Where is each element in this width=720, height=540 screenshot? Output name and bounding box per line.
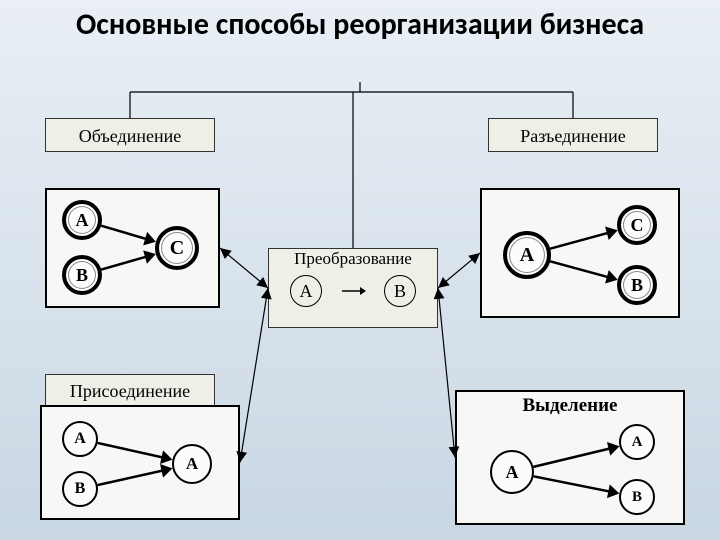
arrow-icon xyxy=(340,284,366,298)
node-b1: B xyxy=(62,471,98,507)
node-a2: A xyxy=(172,444,212,484)
node-a1: A xyxy=(619,424,655,460)
page-title: Основные способы реорганизации бизнеса xyxy=(0,8,720,43)
label-attach-text: Присоединение xyxy=(70,381,190,401)
node-c: C xyxy=(155,226,199,270)
label-split-text: Разъединение xyxy=(520,126,626,146)
label-merge-text: Объединение xyxy=(79,126,181,146)
transformation-title: Преобразование xyxy=(269,249,437,269)
node-a: A xyxy=(503,231,551,279)
label-attach: Присоединение xyxy=(45,374,215,406)
transformation-box: Преобразование A B xyxy=(268,248,438,328)
node-c: C xyxy=(617,205,657,245)
diagram-split: A CB xyxy=(480,188,680,318)
node-b1: B xyxy=(619,479,655,515)
node-a0: A xyxy=(490,450,534,494)
label-split: Разъединение xyxy=(488,118,658,152)
node-a: A xyxy=(62,200,102,240)
diagram-merge: AB C xyxy=(45,188,220,308)
node-a1: A xyxy=(62,421,98,457)
node-b: B xyxy=(617,265,657,305)
label-merge: Объединение xyxy=(45,118,215,152)
diagram-spinoff: Выделение AAB xyxy=(455,390,685,525)
node-b: B xyxy=(62,255,102,295)
trans-node-a: A xyxy=(290,275,322,307)
diagram-attach: ABA xyxy=(40,405,240,520)
trans-node-b: B xyxy=(384,275,416,307)
